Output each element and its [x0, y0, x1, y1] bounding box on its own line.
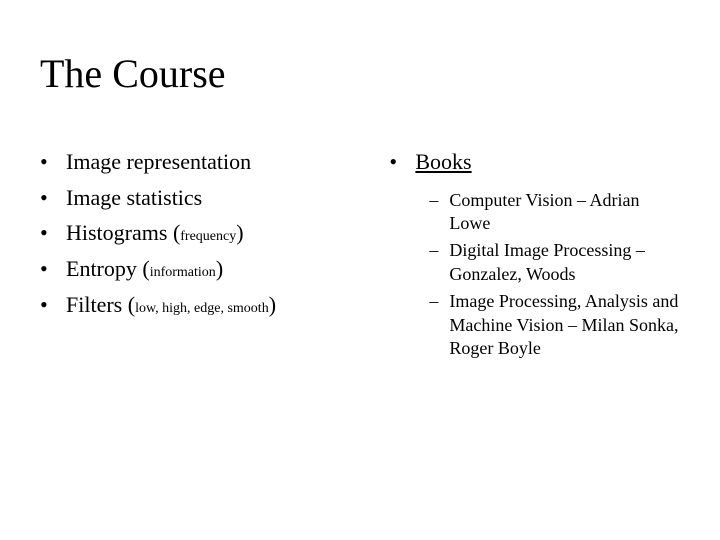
book-text: Image Processing, Analysis and Machine V… — [449, 290, 680, 360]
item-text: Image statistics — [66, 183, 202, 213]
bullet-icon: • — [40, 292, 66, 318]
dash-icon: – — [429, 291, 449, 312]
list-item: • Histograms (frequency) — [40, 218, 369, 248]
item-subscript: low, high, edge, smooth — [135, 301, 269, 316]
books-title: Books — [415, 147, 471, 177]
list-item: – Computer Vision – Adrian Lowe — [429, 189, 680, 236]
book-text: Computer Vision – Adrian Lowe — [449, 189, 680, 236]
item-main: Filters ( — [66, 292, 135, 317]
book-text: Digital Image Processing – Gonzalez, Woo… — [449, 239, 680, 286]
item-tail: ) — [216, 256, 223, 281]
list-item: • Image statistics — [40, 183, 369, 213]
bullet-icon: • — [40, 185, 66, 211]
slide-title: The Course — [40, 50, 680, 97]
item-tail: ) — [269, 292, 276, 317]
list-item: • Image representation — [40, 147, 369, 177]
item-main: Histograms ( — [66, 220, 180, 245]
item-text: Entropy (information) — [66, 254, 223, 284]
dash-icon: – — [429, 190, 449, 211]
content-columns: • Image representation • Image statistic… — [40, 147, 680, 364]
bullet-icon: • — [40, 256, 66, 282]
list-item: • Filters (low, high, edge, smooth) — [40, 290, 369, 320]
item-subscript: information — [150, 265, 216, 280]
list-item: • Entropy (information) — [40, 254, 369, 284]
right-column: • Books – Computer Vision – Adrian Lowe … — [389, 147, 680, 364]
item-text: Image representation — [66, 147, 251, 177]
item-tail: ) — [236, 220, 243, 245]
bullet-icon: • — [40, 220, 66, 246]
item-main: Entropy ( — [66, 256, 150, 281]
dash-icon: – — [429, 240, 449, 261]
bullet-icon: • — [389, 149, 415, 175]
item-text: Filters (low, high, edge, smooth) — [66, 290, 276, 320]
list-item: – Image Processing, Analysis and Machine… — [429, 290, 680, 360]
left-column: • Image representation • Image statistic… — [40, 147, 369, 364]
bullet-icon: • — [40, 149, 66, 175]
item-subscript: frequency — [180, 229, 236, 244]
list-item: – Digital Image Processing – Gonzalez, W… — [429, 239, 680, 286]
books-header: • Books — [389, 147, 680, 177]
item-text: Histograms (frequency) — [66, 218, 244, 248]
